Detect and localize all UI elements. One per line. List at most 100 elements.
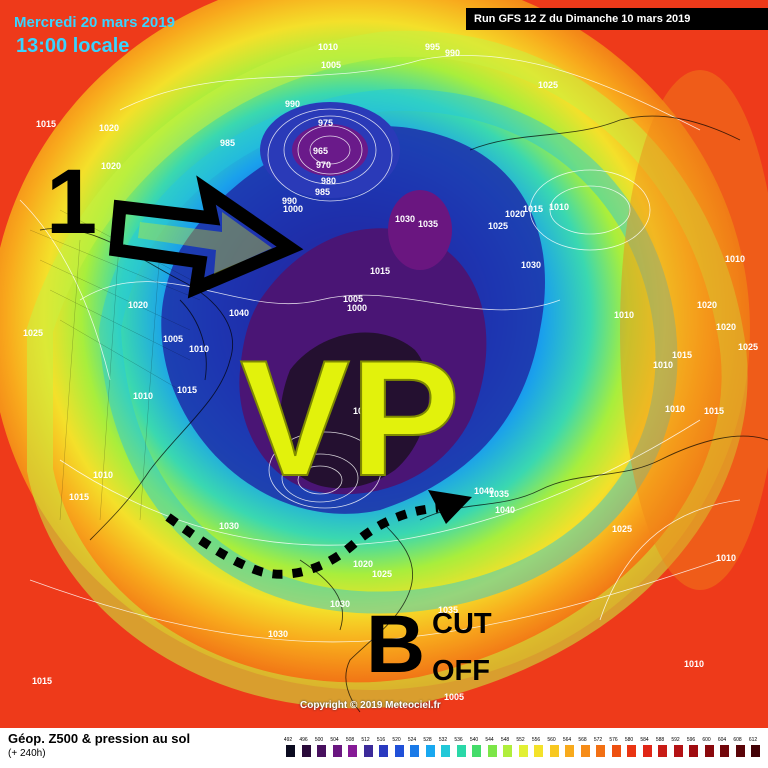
- off-label: OFF: [432, 655, 490, 687]
- color-scale-tick: 556: [531, 737, 541, 743]
- color-scale-tick: 572: [593, 737, 603, 743]
- pressure-label: 1010: [614, 310, 634, 320]
- pressure-label: 1010: [716, 553, 736, 563]
- color-scale-swatch: [286, 745, 295, 757]
- pressure-label: 1000: [347, 303, 367, 313]
- color-scale-tick: 592: [671, 737, 680, 743]
- ridge-band: [27, 30, 748, 709]
- flow-arrow-icon: [108, 175, 304, 299]
- pressure-label: 1040: [474, 486, 494, 496]
- pressure-label: 1035: [489, 489, 509, 499]
- pressure-label: 1030: [395, 214, 415, 224]
- color-scale-tick: 528: [423, 737, 432, 743]
- color-scale-swatch: [549, 745, 559, 757]
- legend-subtitle: (+ 240h): [8, 748, 46, 759]
- pressure-label: 1030: [268, 629, 288, 639]
- pressure-label: 975: [318, 118, 333, 128]
- pressure-label: 1015: [69, 492, 89, 502]
- pressure-label: 1010: [653, 360, 673, 370]
- pressure-label: 990: [365, 438, 380, 448]
- color-scale-swatch: [332, 745, 342, 757]
- pressure-label: 1010: [725, 254, 745, 264]
- color-scale-swatch: [642, 745, 652, 757]
- pressure-label: 995: [425, 42, 440, 52]
- color-scale-swatch: [704, 745, 714, 757]
- color-scale-tick: 596: [686, 737, 696, 743]
- pressure-label: 1015: [177, 385, 197, 395]
- color-scale-tick: 500: [314, 737, 324, 743]
- color-scale-swatch: [673, 745, 683, 757]
- low-north-core: [292, 124, 368, 176]
- annotation-number: 1: [46, 151, 97, 253]
- color-scale-tick: 492: [283, 737, 293, 743]
- pressure-label: 1010: [133, 391, 153, 401]
- forecast-date: Mercredi 20 mars 2019: [14, 14, 175, 31]
- color-scale-swatch: [487, 745, 497, 757]
- pressure-label: 1020: [505, 209, 525, 219]
- trajectory-arrowhead-icon: [428, 490, 472, 524]
- pressure-label: 1040: [495, 505, 515, 515]
- pressure-label: 1000: [283, 204, 303, 214]
- pressure-label: 1015: [370, 266, 390, 276]
- color-scale-swatch: [689, 745, 698, 757]
- color-scale-swatch: [735, 745, 745, 757]
- color-scale-swatch: [720, 745, 729, 757]
- pressure-label: 1010: [318, 42, 338, 52]
- color-scale-swatch: [410, 745, 419, 757]
- color-scale-swatch: [379, 745, 388, 757]
- asia-ridge: [620, 70, 768, 590]
- forecast-time: 13:00 locale: [16, 35, 130, 57]
- color-scale-tick: 544: [485, 737, 494, 743]
- color-scale-tick: 524: [407, 737, 417, 743]
- color-scale-tick: 584: [640, 737, 649, 743]
- color-scale-swatch: [472, 745, 481, 757]
- pressure-label: 990: [285, 99, 300, 109]
- color-scale-tick: 532: [438, 737, 448, 743]
- pressure-label: 985: [315, 187, 330, 197]
- color-scale-tick: 608: [733, 737, 742, 743]
- pressure-label: 1020: [101, 161, 121, 171]
- pressure-label: 965: [313, 146, 328, 156]
- flow-arrow-fill: [138, 212, 272, 274]
- color-scale-tick: 560: [547, 737, 556, 743]
- color-scale-tick: 548: [500, 737, 510, 743]
- color-scale-tick: 516: [376, 737, 386, 743]
- color-scale-swatch: [534, 745, 543, 757]
- color-scale-tick: 504: [330, 737, 339, 743]
- color-scale-swatch: [565, 745, 574, 757]
- pressure-label: 1015: [523, 204, 543, 214]
- pressure-label: 1010: [93, 470, 113, 480]
- pressure-label: 1020: [697, 300, 717, 310]
- color-scale-tick: 576: [609, 737, 618, 743]
- pressure-label: 1015: [36, 119, 56, 129]
- legend-title: Géop. Z500 & pression au sol: [8, 731, 191, 746]
- color-scale-tick: 536: [454, 737, 463, 743]
- isobars: [19, 55, 741, 643]
- pressure-label: 1025: [538, 80, 558, 90]
- pressure-label: 1030: [330, 599, 350, 609]
- pressure-label: 1010: [353, 406, 373, 416]
- color-scale-swatch: [301, 745, 311, 757]
- color-scale-tick: 520: [392, 737, 401, 743]
- color-scale-tick: 540: [469, 737, 479, 743]
- color-scale-swatch: [441, 745, 450, 757]
- color-scale-swatch: [503, 745, 512, 757]
- copyright-text: Copyright © 2019 Meteociel.fr: [300, 700, 441, 711]
- color-scale-swatch: [627, 745, 636, 757]
- color-scale-tick: 612: [748, 737, 758, 743]
- pressure-label: 1010: [189, 344, 209, 354]
- pressure-label: 985: [220, 138, 235, 148]
- pressure-label: 1035: [438, 605, 458, 615]
- pressure-label: 990: [445, 48, 460, 58]
- pressure-label: 1005: [321, 60, 341, 70]
- color-scale-tick: 568: [578, 737, 587, 743]
- pressure-label: 980: [321, 176, 336, 186]
- color-scale-swatch: [580, 745, 590, 757]
- vortex-core: [279, 332, 429, 489]
- color-scale-tick: 580: [624, 737, 634, 743]
- color-scale-swatch: [317, 745, 326, 757]
- color-scale-swatch: [394, 745, 404, 757]
- pressure-label: 1020: [353, 559, 373, 569]
- color-scale-swatch: [425, 745, 435, 757]
